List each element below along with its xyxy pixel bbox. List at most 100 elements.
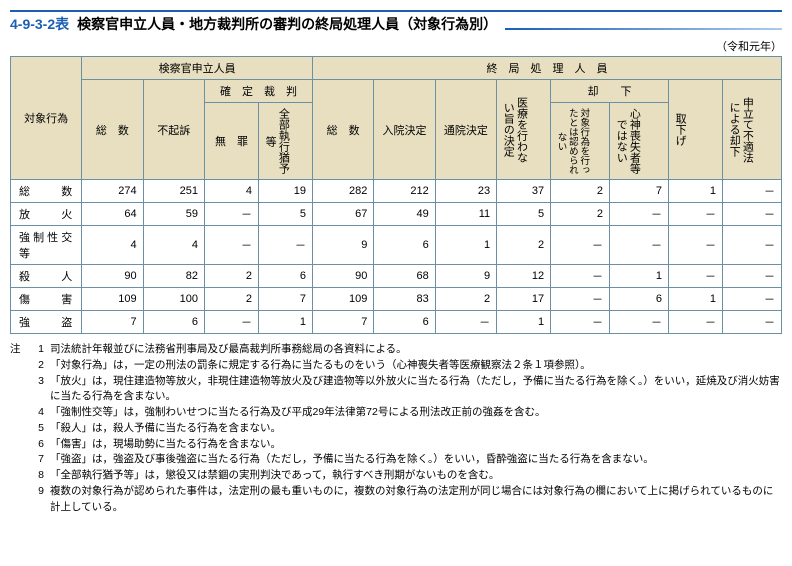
note-prefix xyxy=(10,374,28,406)
table-row: 強 盗76－176－1－－－－ xyxy=(11,311,782,334)
note-row: 8「全部執行猶予等」は，懲役又は禁錮の実刑判決であって，執行すべき刑期がないもの… xyxy=(10,468,782,484)
cell: 1 xyxy=(610,265,669,288)
note-row: 注1司法統計年報並びに法務省刑事局及び最高裁判所事務総局の各資料による。 xyxy=(10,342,782,358)
cell: － xyxy=(204,226,258,265)
cell: 7 xyxy=(82,311,143,334)
cell: － xyxy=(435,311,496,334)
col-notreat: 医療を行わない旨の決定 xyxy=(497,80,551,180)
cell: 83 xyxy=(374,288,435,311)
cell: － xyxy=(204,311,258,334)
cell: 4 xyxy=(143,226,204,265)
cell: 2 xyxy=(435,288,496,311)
cell: 68 xyxy=(374,265,435,288)
note-prefix xyxy=(10,421,28,437)
note-number: 1 xyxy=(28,342,50,358)
table-row: 殺 人9082269068912－1－－ xyxy=(11,265,782,288)
note-prefix xyxy=(10,437,28,453)
cell: 23 xyxy=(435,180,496,203)
col-inpatient: 入院決定 xyxy=(374,80,435,180)
cell: 1 xyxy=(668,288,722,311)
data-table: 対象行為 検察官申立人員 終 局 処 理 人 員 総 数 不起訴 確 定 裁 判… xyxy=(10,56,782,334)
note-row: 3「放火」は，現住建造物等放火，非現住建造物等放火及び建造物等以外放火に当たる行… xyxy=(10,374,782,406)
cell: 109 xyxy=(312,288,373,311)
cell: 2 xyxy=(551,180,610,203)
note-number: 6 xyxy=(28,437,50,453)
cell: 90 xyxy=(312,265,373,288)
cell: 49 xyxy=(374,203,435,226)
cell: 82 xyxy=(143,265,204,288)
row-label: 殺 人 xyxy=(11,265,82,288)
cell: － xyxy=(551,311,610,334)
era-label: （令和元年） xyxy=(10,38,782,54)
cell: 100 xyxy=(143,288,204,311)
cell: 90 xyxy=(82,265,143,288)
note-number: 8 xyxy=(28,468,50,484)
note-text: 「対象行為」は，一定の刑法の罰条に規定する行為に当たるものをいう（心神喪失者等医… xyxy=(50,358,782,374)
cell: － xyxy=(551,288,610,311)
cell: － xyxy=(668,265,722,288)
note-number: 7 xyxy=(28,452,50,468)
cell: － xyxy=(610,203,669,226)
note-number: 4 xyxy=(28,405,50,421)
note-row: 4「強制性交等」は，強制わいせつに当たる行為及び平成29年法律第72号による刑法… xyxy=(10,405,782,421)
note-prefix xyxy=(10,452,28,468)
row-label: 強 盗 xyxy=(11,311,82,334)
cell: 6 xyxy=(374,226,435,265)
cell: 6 xyxy=(610,288,669,311)
cell: － xyxy=(722,180,781,203)
row-label: 放 火 xyxy=(11,203,82,226)
cell: － xyxy=(722,311,781,334)
col-dismiss: 却 下 xyxy=(551,80,669,103)
col-dismiss1: 対象行為を行ったとは認められない xyxy=(551,103,610,180)
cell: 7 xyxy=(312,311,373,334)
cell: 67 xyxy=(312,203,373,226)
table-row: 強制性交等44－－9612－－－－ xyxy=(11,226,782,265)
cell: 7 xyxy=(258,288,312,311)
cell: － xyxy=(722,226,781,265)
cell: － xyxy=(258,226,312,265)
note-row: 2「対象行為」は，一定の刑法の罰条に規定する行為に当たるものをいう（心神喪失者等… xyxy=(10,358,782,374)
note-row: 9複数の対象行為が認められた事件は，法定刑の最も重いものに，複数の対象行為の法定… xyxy=(10,484,782,516)
note-prefix xyxy=(10,405,28,421)
cell: 1 xyxy=(497,311,551,334)
col-group-prosecutor: 検察官申立人員 xyxy=(82,57,313,80)
note-row: 5「殺人」は，殺人予備に当たる行為を含まない。 xyxy=(10,421,782,437)
col-total1: 総 数 xyxy=(82,80,143,180)
note-number: 9 xyxy=(28,484,50,516)
note-number: 5 xyxy=(28,421,50,437)
col-nopros: 不起訴 xyxy=(143,80,204,180)
cell: 64 xyxy=(82,203,143,226)
col-outpatient: 通院決定 xyxy=(435,80,496,180)
cell: 1 xyxy=(435,226,496,265)
note-text: 「全部執行猶予等」は，懲役又は禁錮の実刑判決であって，執行すべき刑期がないものを… xyxy=(50,468,782,484)
note-text: 「殺人」は，殺人予備に当たる行為を含まない。 xyxy=(50,421,782,437)
cell: 5 xyxy=(497,203,551,226)
cell: 19 xyxy=(258,180,312,203)
note-text: 「強盗」は，強盗及び事後強盗に当たる行為（ただし，予備に当たる行為を除く。）をい… xyxy=(50,452,782,468)
cell: 37 xyxy=(497,180,551,203)
col-total2: 総 数 xyxy=(312,80,373,180)
note-text: 複数の対象行為が認められた事件は，法定刑の最も重いものに，複数の対象行為の法定刑… xyxy=(50,484,782,516)
note-prefix: 注 xyxy=(10,342,28,358)
cell: － xyxy=(668,226,722,265)
note-text: 「放火」は，現住建造物等放火，非現住建造物等放火及び建造物等以外放火に当たる行為… xyxy=(50,374,782,406)
cell: 2 xyxy=(497,226,551,265)
note-text: 司法統計年報並びに法務省刑事局及び最高裁判所事務総局の各資料による。 xyxy=(50,342,782,358)
note-text: 「強制性交等」は，強制わいせつに当たる行為及び平成29年法律第72号による刑法改… xyxy=(50,405,782,421)
note-number: 3 xyxy=(28,374,50,406)
col-innocent: 無 罪 xyxy=(204,103,258,180)
table-title: 検察官申立人員・地方裁判所の審判の終局処理人員（対象行為別） xyxy=(77,14,497,34)
cell: 1 xyxy=(668,180,722,203)
table-row: 総 数2742514192822122337271－ xyxy=(11,180,782,203)
col-illegal: 申立て不適法による却下 xyxy=(722,80,781,180)
cell: 9 xyxy=(435,265,496,288)
notes-block: 注1司法統計年報並びに法務省刑事局及び最高裁判所事務総局の各資料による。2「対象… xyxy=(10,342,782,515)
note-row: 7「強盗」は，強盗及び事後強盗に当たる行為（ただし，予備に当たる行為を除く。）を… xyxy=(10,452,782,468)
cell: 2 xyxy=(204,265,258,288)
cell: 212 xyxy=(374,180,435,203)
cell: 1 xyxy=(258,311,312,334)
table-number: 4-9-3-2表 xyxy=(10,14,69,34)
cell: 109 xyxy=(82,288,143,311)
cell: － xyxy=(551,226,610,265)
col-allsusp: 全部執行猶予等 xyxy=(258,103,312,180)
